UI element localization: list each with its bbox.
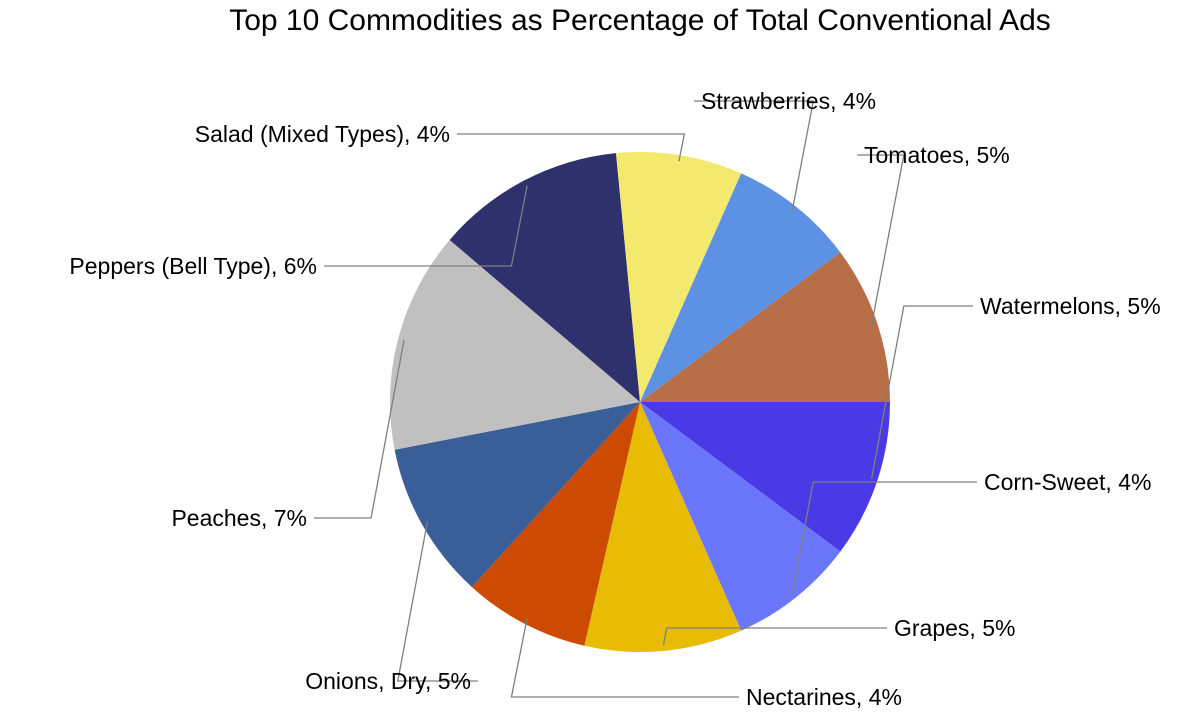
data-label: Strawberries, 4% (701, 88, 876, 114)
pie-slice-watermelons (640, 402, 890, 552)
leader-line (857, 154, 905, 326)
pie-slice-tomatoes (640, 252, 890, 402)
data-label: Grapes, 5% (894, 615, 1015, 641)
data-label: Tomatoes, 5% (864, 142, 1010, 168)
leader-line (324, 185, 528, 267)
leader-line (314, 339, 405, 519)
pie-slice-salad-mixed-types (615, 152, 742, 402)
data-label: Corn-Sweet, 4% (984, 469, 1151, 495)
data-label: Salad (Mixed Types), 4% (195, 121, 450, 147)
data-label: Peppers (Bell Type), 6% (69, 253, 317, 279)
chart-title: Top 10 Commodities as Percentage of Tota… (229, 4, 1051, 37)
pie-slice-strawberries (640, 173, 841, 402)
data-label: Peaches, 7% (171, 505, 307, 531)
leader-line (694, 100, 815, 212)
pie-slice-peppers-bell-type (449, 153, 640, 402)
pie-slice-nectarines (471, 402, 640, 646)
leader-line (870, 305, 973, 480)
data-label: Nectarines, 4% (746, 684, 902, 710)
leader-line (510, 618, 739, 698)
leader-line (791, 481, 977, 593)
leader-line (457, 133, 686, 162)
pie-slice-peaches (389, 239, 640, 450)
pie-slice-onions-dry (394, 402, 640, 588)
data-label: Onions, Dry, 5% (305, 668, 471, 694)
leader-line (662, 627, 887, 645)
data-label: Watermelons, 5% (980, 293, 1161, 319)
leader-line (396, 521, 478, 682)
pie-slice-grapes (584, 402, 742, 653)
pie-slice-corn-sweet (640, 402, 841, 631)
